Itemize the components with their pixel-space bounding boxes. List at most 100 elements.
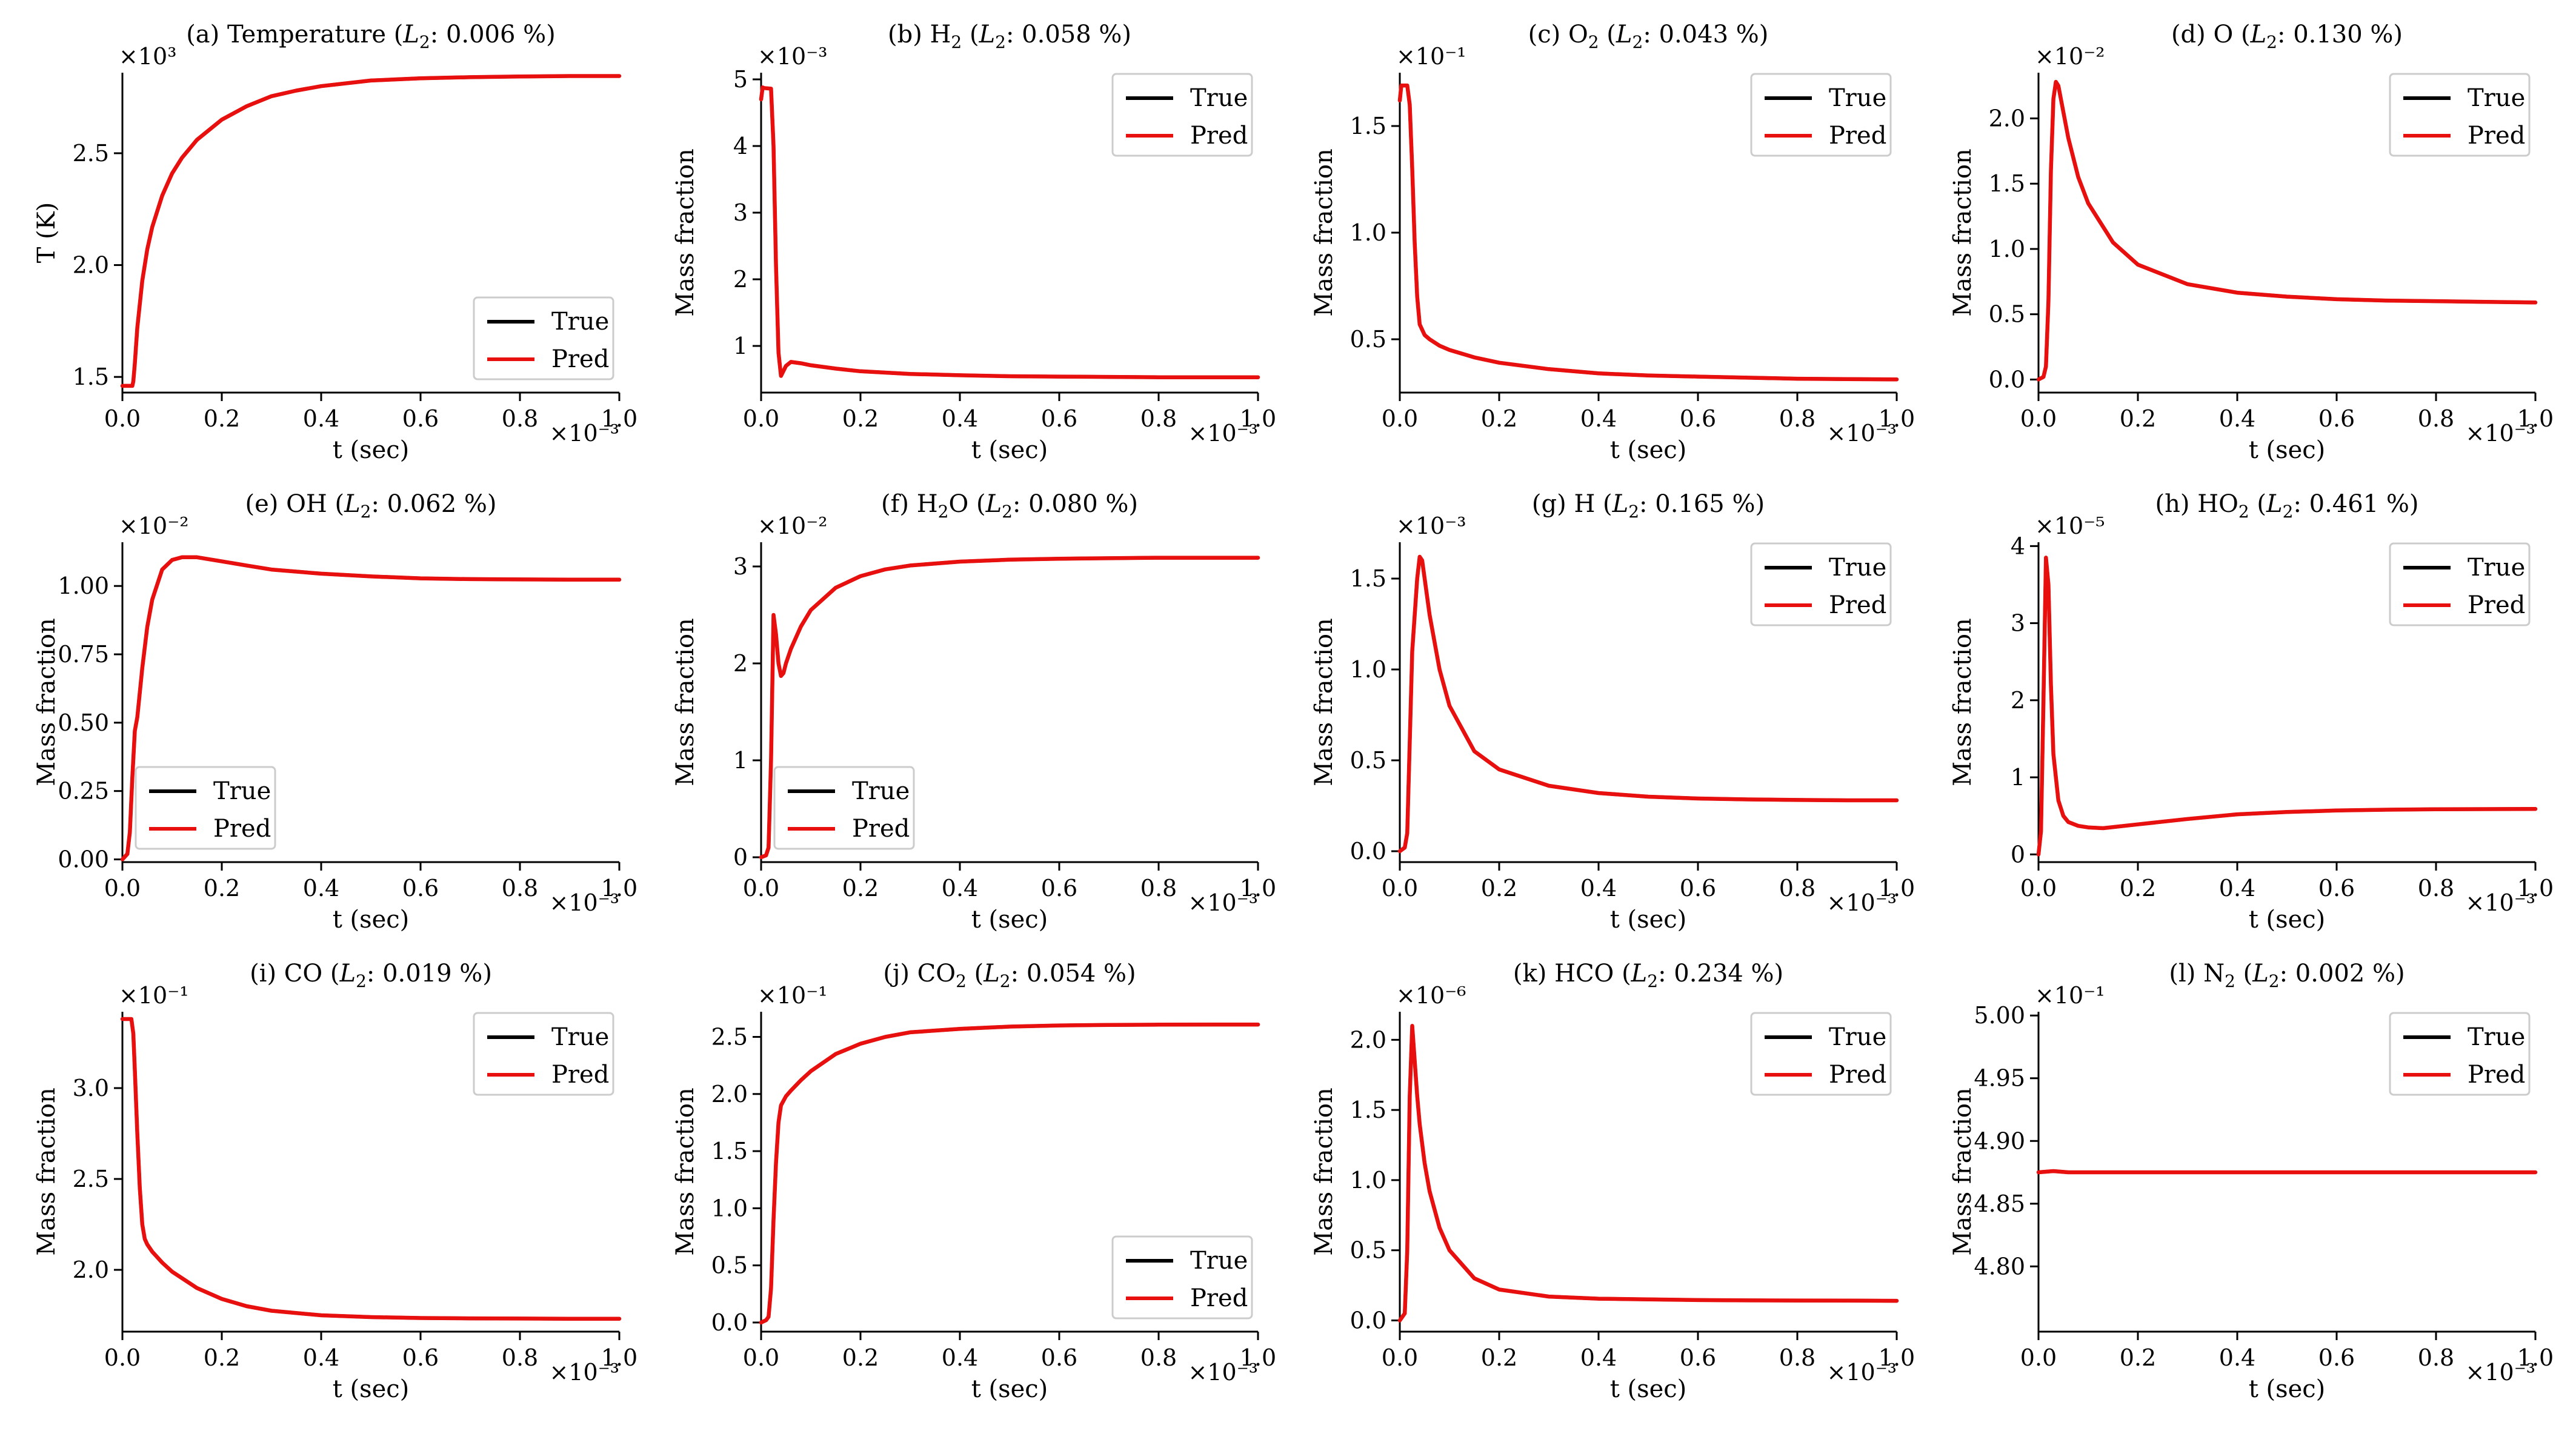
x-axis-label: t (sec) — [333, 436, 410, 464]
y-tick-label: 0 — [733, 844, 748, 871]
title-part: L — [344, 490, 361, 518]
title-part: 2 — [356, 971, 367, 991]
title-part: (c) O — [1528, 21, 1588, 48]
legend-label: True — [551, 308, 609, 336]
x-tick-label: 0.6 — [1041, 875, 1077, 901]
title-part: (j) CO — [883, 960, 956, 988]
legend: True Pred — [2389, 542, 2531, 626]
title-part: ( — [967, 960, 983, 988]
subplot-5: (e) OH (L2: 0.062 %) 0.0 0.2 0.4 0.6 0.8 1.0 t … — [33, 490, 637, 934]
legend: True Pred — [2389, 73, 2531, 157]
x-axis-label: t (sec) — [971, 906, 1048, 934]
x-tick-label: 0.0 — [104, 405, 141, 432]
title-part: : 0.165 %) — [1639, 490, 1765, 518]
series-line-pred — [120, 1017, 622, 1321]
legend: True Pred — [1750, 73, 1892, 157]
x-exponent-label: ×10⁻³ — [1827, 420, 1897, 447]
title-part: : 0.234 %) — [1658, 960, 1783, 988]
x-tick-label: 0.6 — [402, 405, 439, 432]
x-tick-label: 1.0 — [1879, 1344, 1915, 1371]
y-exponent-label: ×10⁻¹ — [2035, 982, 2105, 1009]
x-tick-label: 0.6 — [1041, 1344, 1077, 1371]
title-part: 2 — [995, 32, 1006, 52]
y-tick-label: 3 — [733, 199, 748, 226]
title-part: 2 — [1632, 32, 1643, 52]
x-axis-label: t (sec) — [1610, 1375, 1687, 1403]
title-part: : 0.062 %) — [371, 490, 496, 518]
y-tick-label: 2.0 — [1989, 105, 2025, 131]
legend-label: Pred — [1829, 122, 1886, 150]
title-part: 2 — [1647, 971, 1658, 991]
y-tick-label: 2.0 — [711, 1081, 748, 1107]
legend: True Pred — [1111, 73, 1253, 157]
x-tick-label: 0.8 — [2418, 1344, 2454, 1371]
title-part: L — [1612, 490, 1629, 518]
y-axis-label: Mass fraction — [1310, 148, 1338, 316]
title-part: : 0.130 %) — [2277, 21, 2403, 48]
subplot-4: (d) O (L2: 0.130 %) 0.0 0.2 0.4 0.6 0.8 1.0 t (… — [1949, 21, 2554, 464]
legend-label: Pred — [2468, 1061, 2525, 1089]
legend: True Pred — [1111, 1235, 1253, 1320]
series-line-pred — [1397, 1023, 1899, 1323]
x-tick-label: 0.2 — [842, 875, 879, 901]
subplot-title: (h) HO2 (L2: 0.461 %) — [2155, 490, 2419, 522]
x-tick-label: 0.4 — [2219, 1344, 2255, 1371]
subplot-title: (g) H (L2: 0.165 %) — [1532, 490, 1765, 522]
x-tick-label: 0.6 — [1680, 1344, 1716, 1371]
x-axis-label: t (sec) — [2249, 436, 2326, 464]
y-tick-label: 2.5 — [73, 1166, 109, 1192]
title-part: (l) N — [2169, 960, 2225, 988]
x-tick-label: 0.0 — [2020, 405, 2057, 432]
title-part: 2 — [419, 32, 430, 52]
y-exponent-label: ×10⁻³ — [757, 43, 827, 70]
x-tick-label: 0.8 — [502, 875, 538, 901]
legend-label: Pred — [2468, 591, 2525, 619]
legend: True Pred — [1750, 542, 1892, 626]
title-part: 2 — [1588, 32, 1599, 52]
y-tick-label: 2 — [2011, 687, 2025, 714]
x-tick-label: 0.8 — [1779, 875, 1816, 901]
x-exponent-label: ×10⁻³ — [550, 420, 619, 447]
y-axis-label: Mass fraction — [671, 618, 699, 786]
x-tick-label: 0.8 — [1140, 405, 1177, 432]
x-tick-label: 0.6 — [402, 1344, 439, 1371]
title-part: L — [2250, 21, 2267, 48]
x-tick-label: 1.0 — [1879, 405, 1915, 432]
title-part: 2 — [1000, 971, 1011, 991]
y-exponent-label: ×10⁻¹ — [119, 982, 188, 1009]
title-part: : 0.054 %) — [1011, 960, 1136, 988]
y-tick-label: 1.5 — [73, 364, 109, 390]
title-part: (f) H — [881, 490, 938, 518]
title-part: (e) OH ( — [245, 490, 344, 518]
title-part: (g) H ( — [1532, 490, 1612, 518]
legend-label: True — [1829, 1023, 1886, 1051]
subplot-title: (j) CO2 (L2: 0.054 %) — [883, 960, 1136, 991]
title-part: 2 — [951, 32, 962, 52]
title-part: L — [983, 960, 1000, 988]
x-tick-label: 0.8 — [502, 405, 538, 432]
y-axis-label: T (K) — [33, 202, 61, 264]
title-part: L — [1616, 21, 1632, 48]
x-tick-label: 0.4 — [942, 405, 978, 432]
y-tick-label: 1 — [2011, 764, 2025, 791]
subplot-6: (f) H2O (L2: 0.080 %)0.0 0.2 0.4 0.6 0.8 1.0t… — [671, 490, 1276, 934]
legend-label: True — [213, 777, 271, 805]
legend-label: Pred — [2468, 122, 2525, 150]
title-part: L — [979, 21, 996, 48]
x-tick-label: 1.0 — [601, 1344, 637, 1371]
y-tick-label: 4 — [2011, 533, 2025, 559]
x-tick-label: 1.0 — [1879, 875, 1915, 901]
legend: True Pred — [2389, 1012, 2531, 1096]
y-tick-label: 2.0 — [73, 252, 109, 279]
y-tick-label: 3 — [2011, 610, 2025, 637]
legend: True Pred — [473, 1012, 614, 1096]
x-axis-label: t (sec) — [333, 906, 410, 934]
title-part: 2 — [2238, 502, 2249, 522]
x-tick-label: 0.0 — [2020, 1344, 2057, 1371]
y-tick-label: 1.0 — [1350, 656, 1386, 683]
x-tick-label: 1.0 — [2517, 405, 2554, 432]
x-tick-label: 0.4 — [303, 1344, 339, 1371]
x-tick-label: 0.2 — [1481, 875, 1517, 901]
title-part: L — [2252, 960, 2269, 988]
legend-label: True — [852, 777, 910, 805]
